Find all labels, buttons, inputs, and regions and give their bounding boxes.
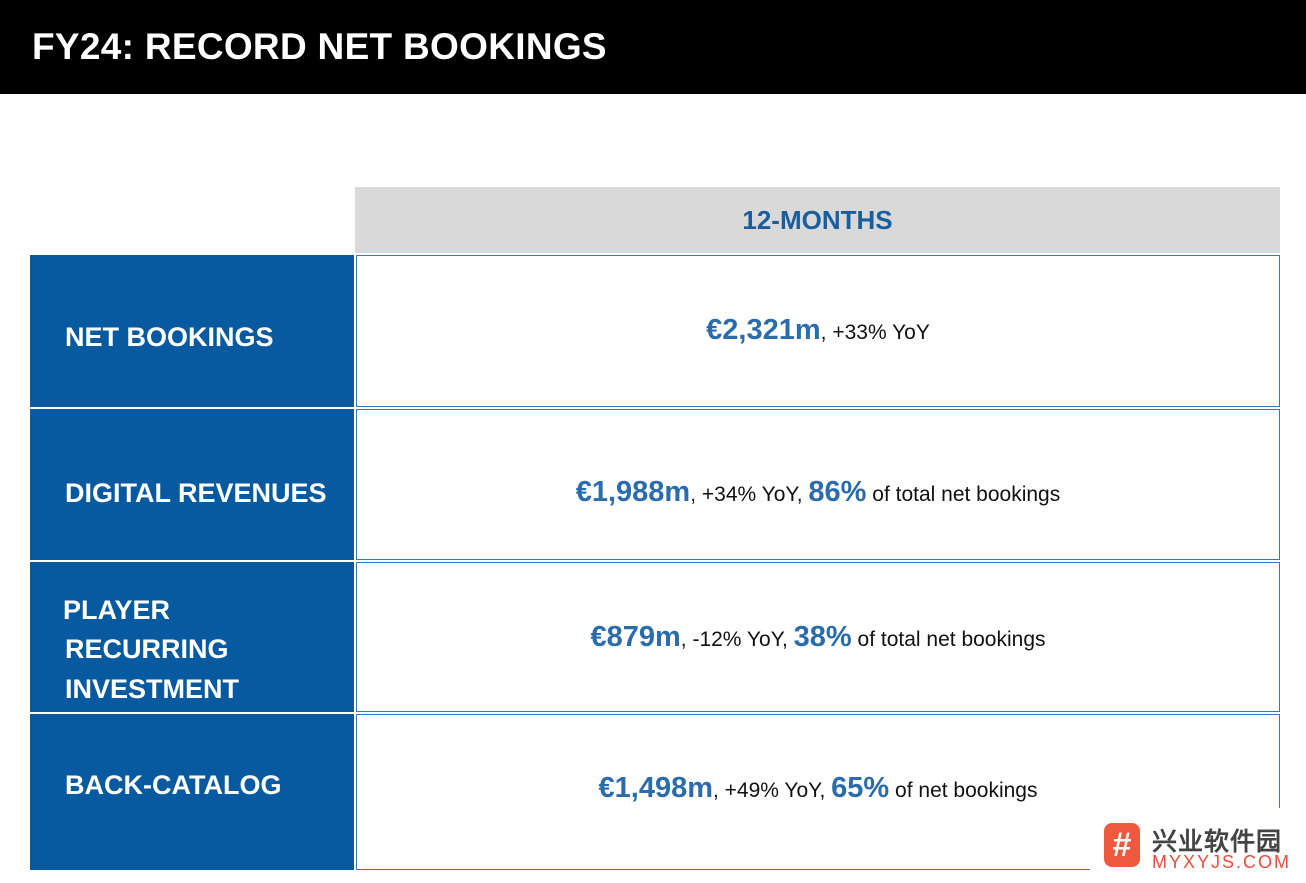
column-header-label: 12-MONTHS bbox=[742, 204, 893, 235]
row-label: DIGITAL REVENUES bbox=[65, 478, 327, 508]
row-value-cell: €2,321m, +33% YoY bbox=[356, 255, 1280, 407]
row-value-cell: €1,988m, +34% YoY, 86% of total net book… bbox=[356, 409, 1280, 560]
row-label-line-1: PLAYER bbox=[63, 595, 171, 625]
watermark-text-cn: 兴业软件园 bbox=[1152, 828, 1283, 856]
table-row-net-bookings: NET BOOKINGS €2,321m, +33% YoY bbox=[30, 255, 1280, 407]
row-label-cell: DIGITAL REVENUES bbox=[30, 409, 354, 560]
row-value-amount: €1,498m bbox=[598, 772, 714, 804]
row-label: BACK-CATALOG bbox=[65, 770, 282, 800]
row-value-change: , +33% YoY bbox=[820, 321, 930, 344]
row-value-change: , +49% YoY, bbox=[713, 779, 832, 802]
row-value-change: , +34% YoY, bbox=[690, 483, 809, 506]
row-value-amount: €2,321m bbox=[706, 314, 821, 346]
row-label-cell: PLAYER RECURRING INVESTMENT bbox=[30, 562, 354, 712]
row-value-share: 65% bbox=[831, 772, 890, 804]
row-value-line: €2,321m, +33% YoY bbox=[357, 314, 1279, 347]
row-value-line: €1,988m, +34% YoY, 86% of total net book… bbox=[357, 476, 1279, 509]
row-label-line-3: INVESTMENT bbox=[65, 674, 240, 704]
row-value-change: , -12% YoY, bbox=[680, 628, 794, 651]
row-value-share-text: of total net bookings bbox=[851, 628, 1046, 651]
row-label: NET BOOKINGS bbox=[65, 322, 274, 352]
row-value-share-text: of net bookings bbox=[889, 779, 1038, 802]
row-label-cell: NET BOOKINGS bbox=[30, 255, 354, 407]
row-value-line: €1,498m, +49% YoY, 65% of net bookings bbox=[357, 772, 1279, 805]
row-value-line: €879m, -12% YoY, 38% of total net bookin… bbox=[357, 621, 1279, 654]
row-label-line-2: RECURRING bbox=[65, 634, 229, 664]
hash-icon: # bbox=[1104, 823, 1140, 867]
title-bar: FY24: RECORD NET BOOKINGS bbox=[0, 0, 1306, 94]
table-row-digital-revenues: DIGITAL REVENUES €1,988m, +34% YoY, 86% … bbox=[30, 409, 1280, 560]
row-value-cell: €879m, -12% YoY, 38% of total net bookin… bbox=[356, 562, 1280, 712]
table-row-player-recurring-investment: PLAYER RECURRING INVESTMENT €879m, -12% … bbox=[30, 562, 1280, 712]
row-value-share: 86% bbox=[808, 476, 867, 508]
watermark-text-en: MYXYJS.COM bbox=[1152, 852, 1292, 872]
row-value-share-text: of total net bookings bbox=[866, 483, 1061, 506]
column-header: 12-MONTHS bbox=[355, 187, 1280, 253]
watermark-logo: # 兴业软件园 MYXYJS.COM bbox=[1090, 808, 1306, 883]
page-title: FY24: RECORD NET BOOKINGS bbox=[32, 26, 607, 67]
row-value-amount: €1,988m bbox=[575, 476, 691, 508]
row-label-cell: BACK-CATALOG bbox=[30, 714, 354, 870]
row-value-share: 38% bbox=[793, 621, 852, 653]
row-value-amount: €879m bbox=[590, 621, 681, 653]
